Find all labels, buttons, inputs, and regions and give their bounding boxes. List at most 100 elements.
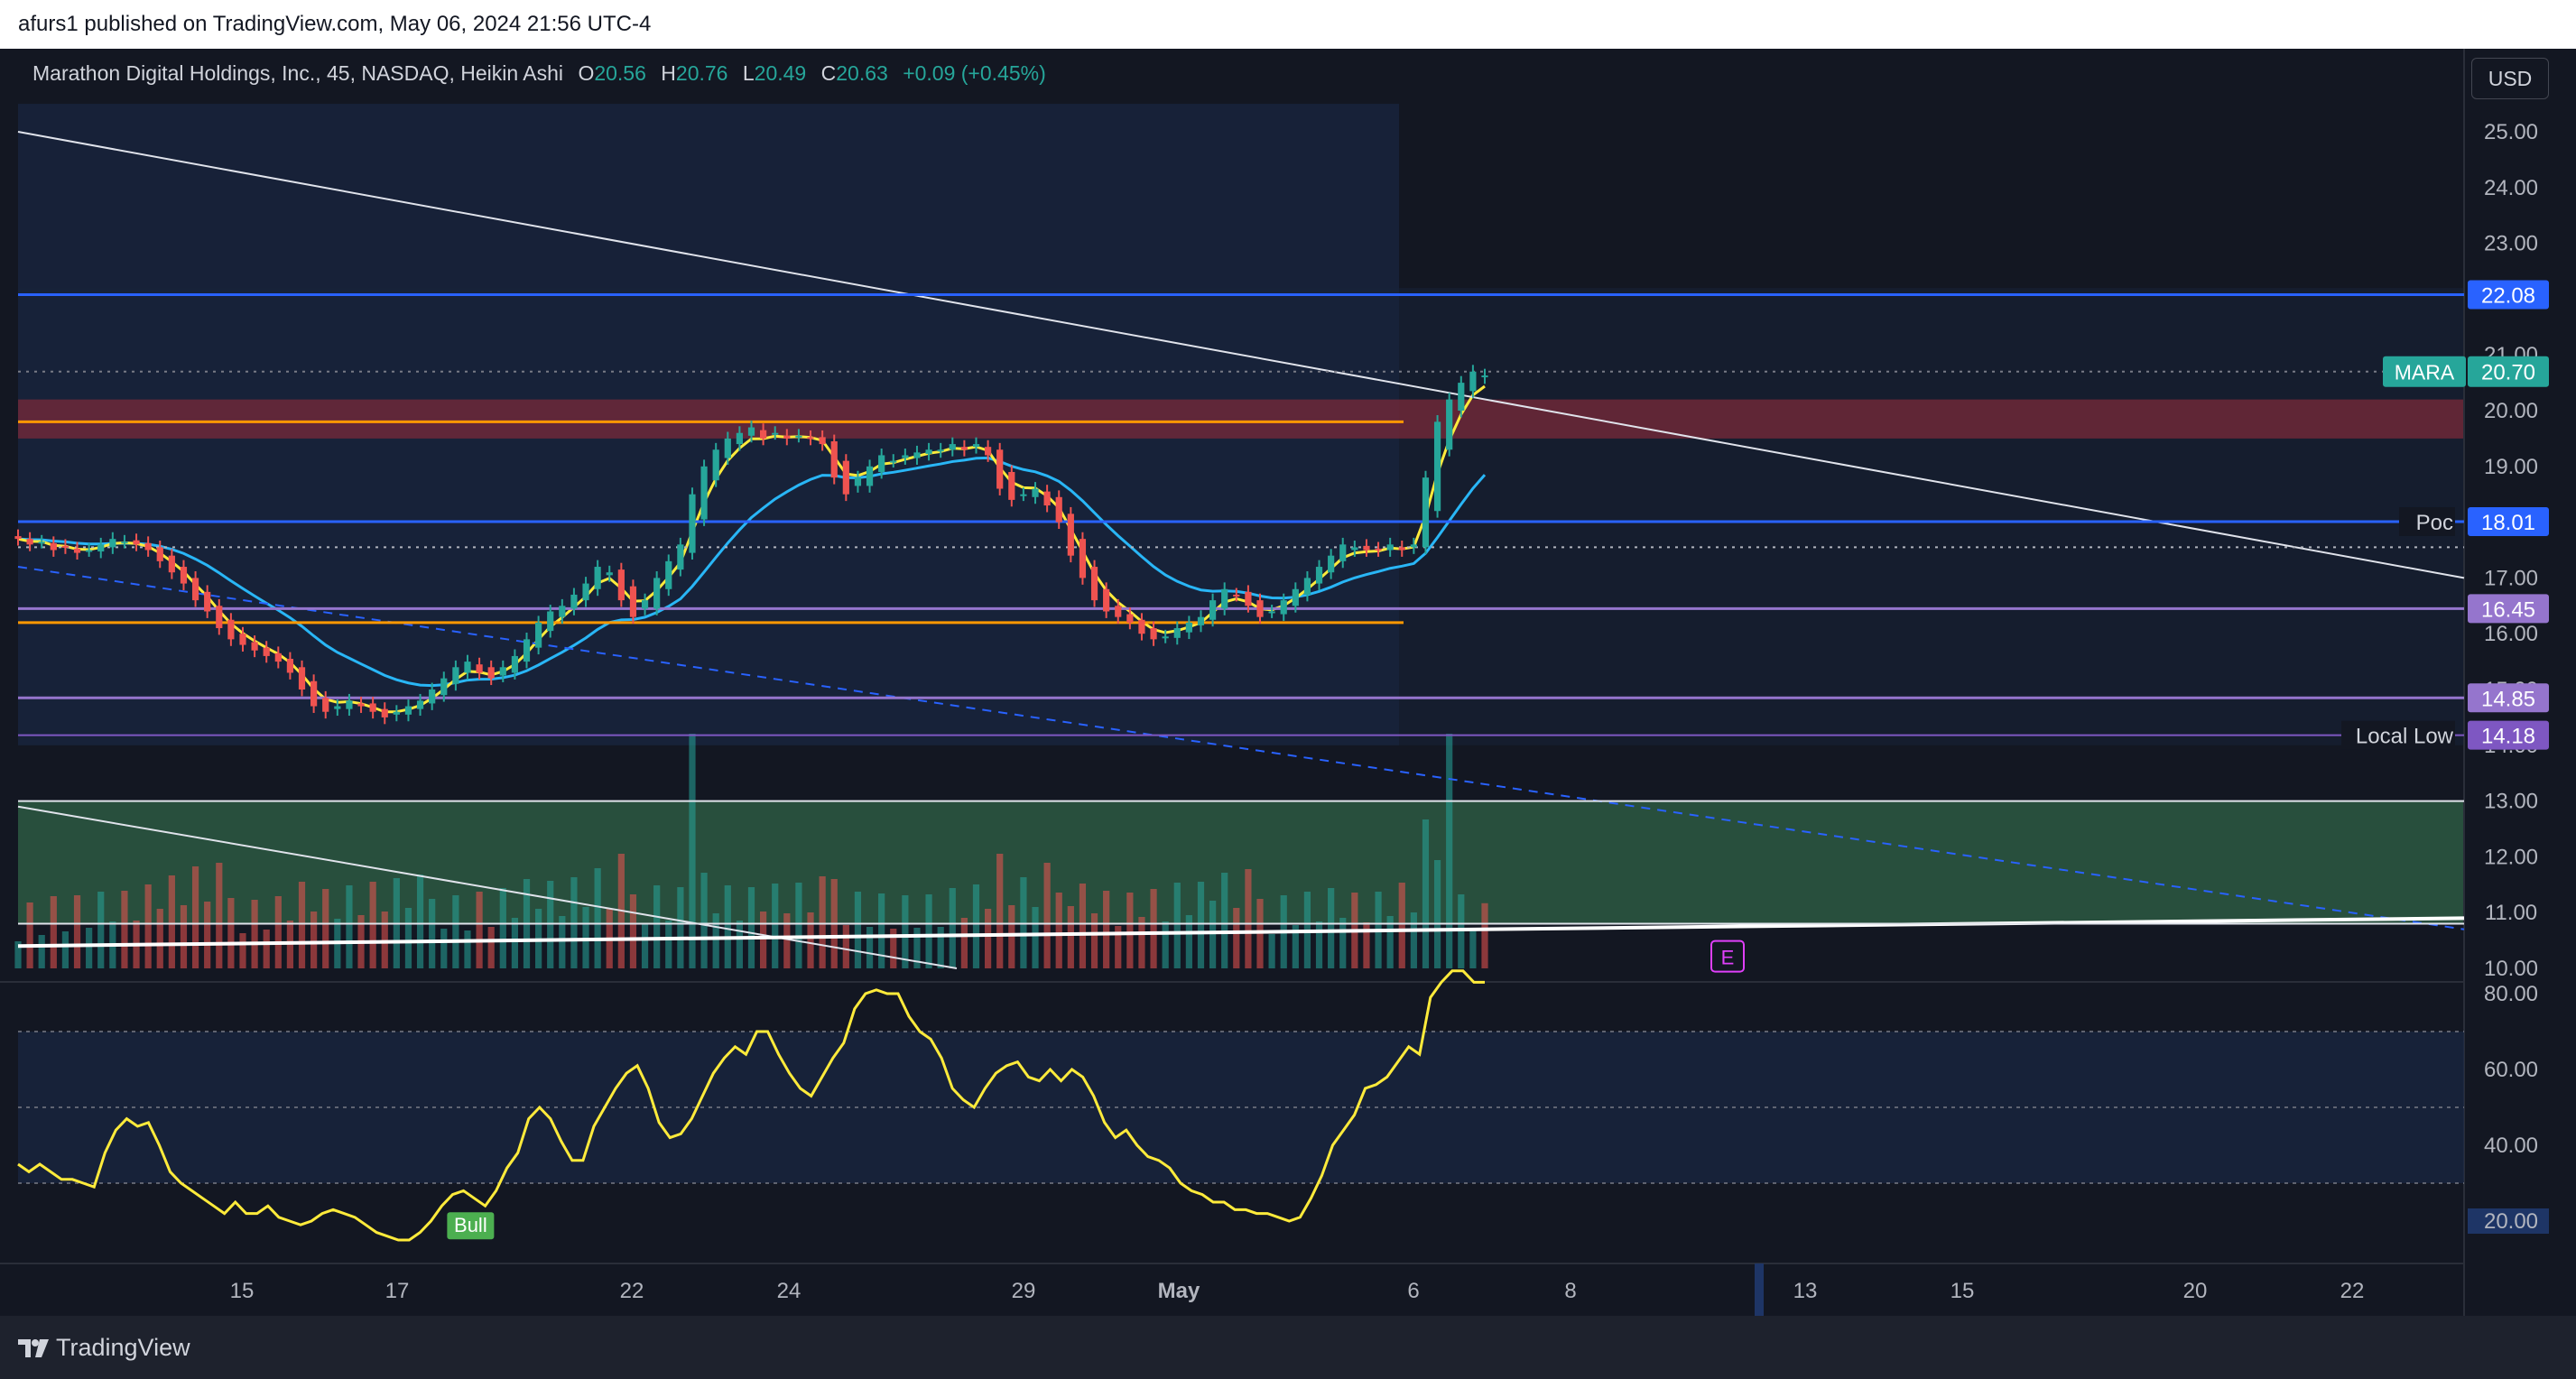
low-value: 20.49 [754, 61, 807, 85]
volume-bar [346, 885, 353, 968]
candle-body [1043, 491, 1051, 506]
candle-body [1173, 628, 1181, 638]
candle-body [204, 591, 211, 612]
volume-bar [902, 895, 909, 968]
volume-bar [227, 898, 235, 968]
last-price-label: 20.70 [2481, 361, 2535, 385]
candle-body [322, 698, 329, 712]
candle-body [795, 435, 802, 438]
candle-body [61, 545, 69, 548]
candle-body [984, 447, 992, 456]
volume-bar [239, 933, 246, 968]
volume-bar [594, 868, 601, 968]
candle-body [429, 690, 436, 704]
candle-body [866, 466, 874, 486]
publish-line: afurs1 published on TradingView.com, May… [18, 12, 652, 36]
volume-bar [97, 892, 105, 968]
candle-body [487, 667, 495, 679]
volume-bar [960, 918, 968, 968]
volume-bar [1410, 912, 1417, 968]
candle-body [736, 432, 743, 445]
volume-bar [1173, 883, 1181, 968]
candle-body [665, 560, 672, 589]
candle-body [1315, 567, 1323, 584]
volume-bar [381, 912, 388, 968]
earnings-marker[interactable] [1710, 939, 1745, 973]
candle-body [1303, 578, 1311, 595]
volume-bar [700, 873, 708, 968]
volume-bar [511, 918, 519, 968]
bull-signal-badge [447, 1212, 495, 1240]
candle-body [1280, 600, 1287, 615]
candle-body [747, 427, 755, 436]
bull-signal-label: Bull [454, 1214, 487, 1236]
volume-bar [369, 882, 376, 968]
candle-body [144, 542, 152, 551]
volume-bar [1103, 891, 1110, 968]
price-tick-label: 19.00 [2484, 455, 2538, 479]
candle-body [121, 541, 128, 544]
rsi-tick-label: 60.00 [2484, 1058, 2538, 1082]
volume-bar [689, 734, 696, 968]
close-label: C [820, 61, 837, 85]
candle-body [570, 594, 578, 609]
volume-bar [772, 884, 779, 968]
volume-bar [653, 885, 661, 968]
rsi-tick-label: 80.00 [2484, 982, 2538, 1006]
candle-body [1292, 588, 1299, 606]
candle-body [1090, 567, 1098, 601]
candle-body [1185, 622, 1192, 633]
footer-bar: TradingView [0, 1316, 2576, 1379]
candle-body [381, 708, 388, 717]
candle-body [819, 437, 826, 445]
volume-bar [251, 900, 258, 968]
candle-body [1268, 611, 1275, 614]
candle-body [310, 680, 318, 707]
price-tick-label: 13.00 [2484, 790, 2538, 814]
volume-bar [937, 927, 944, 968]
price-chart[interactable]: Bull 25.0024.0023.0022.0021.0020.0019.00… [0, 49, 2576, 1316]
volume-bar [866, 927, 874, 968]
level-name-label: Poc [2416, 511, 2453, 535]
candle-body [1433, 421, 1441, 512]
candle-body [1469, 371, 1477, 392]
volume-bar [629, 894, 637, 968]
low-label: L [742, 61, 755, 85]
time-tick-label: 22 [620, 1279, 644, 1303]
price-tick-label: 23.00 [2484, 232, 2538, 256]
volume-bar [570, 877, 578, 968]
volume-bar [996, 854, 1004, 968]
volume-bar [925, 894, 932, 968]
volume-bar [1185, 915, 1192, 968]
candle-body [1126, 614, 1134, 623]
candle-body [1481, 375, 1488, 378]
volume-bar [1150, 889, 1157, 968]
candle-body [109, 539, 116, 548]
price-tick-label: 12.00 [2484, 845, 2538, 869]
volume-bar [310, 912, 318, 968]
volume-bar [14, 941, 22, 968]
level-price-label: 14.85 [2481, 687, 2535, 711]
volume-bar [61, 931, 69, 968]
candle-body [1398, 547, 1405, 551]
candle-body [760, 430, 767, 439]
volume-bar [1055, 893, 1062, 968]
volume-bar [1162, 921, 1169, 968]
currency-button[interactable]: USD [2471, 58, 2549, 99]
candle-body [416, 700, 424, 709]
volume-bar [416, 875, 424, 968]
candle-body [1150, 628, 1157, 640]
volume-bar [1469, 930, 1477, 968]
level-name-bg [2399, 506, 2455, 536]
candle-body [251, 642, 258, 651]
support-trendline [17, 916, 2465, 949]
candle-body [1422, 477, 1430, 548]
candle-body [890, 460, 897, 463]
candle-body [156, 547, 163, 561]
candle-body [594, 567, 601, 589]
candle-body [700, 466, 708, 520]
candle-body [1209, 600, 1217, 620]
volume-bar [1328, 888, 1335, 968]
candle-body [677, 544, 684, 570]
